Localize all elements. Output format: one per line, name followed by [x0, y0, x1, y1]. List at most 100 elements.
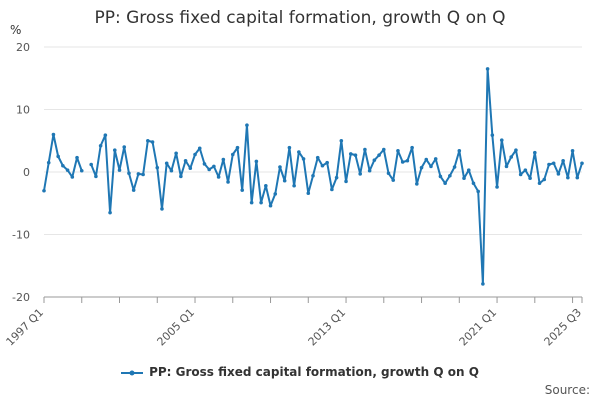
legend-label: PP: Gross fixed capital formation, growt…: [149, 365, 479, 379]
data-point: [103, 133, 108, 137]
source-label: Source:: [544, 383, 590, 397]
data-point: [117, 168, 122, 172]
data-point: [330, 187, 334, 192]
data-point: [254, 159, 259, 164]
y-tick-label: 10: [16, 104, 30, 117]
data-point: [98, 143, 103, 148]
data-point: [344, 179, 348, 184]
data-point: [193, 152, 197, 157]
data-point: [457, 148, 462, 153]
data-point: [259, 200, 263, 205]
y-tick-label: 20: [16, 41, 30, 54]
data-point: [197, 146, 202, 151]
data-point: [306, 191, 311, 196]
chart-title: PP: Gross fixed capital formation, growt…: [94, 8, 506, 28]
data-point: [75, 155, 79, 160]
data-point: [174, 151, 178, 156]
data-point: [183, 158, 188, 163]
x-tick-label: 1997 Q1: [4, 306, 47, 349]
data-point: [410, 145, 414, 150]
data-point: [443, 181, 447, 186]
y-tick-label: -20: [12, 291, 30, 304]
data-point: [136, 172, 141, 176]
data-point: [56, 154, 60, 159]
data-point: [353, 153, 358, 157]
x-axis: 1997 Q1 2005 Q1 2013 Q1 2021 Q1 2025 Q3: [4, 296, 585, 349]
data-point: [94, 174, 98, 179]
data-point: [542, 177, 547, 182]
data-point: [499, 138, 504, 142]
data-point: [127, 171, 131, 176]
data-point: [566, 175, 570, 180]
data-point: [79, 168, 84, 173]
y-tick-label: -10: [12, 229, 30, 242]
data-point: [315, 155, 320, 160]
data-point: [212, 164, 216, 169]
data-point: [282, 178, 287, 183]
data-point: [46, 160, 51, 165]
data-point: [334, 175, 339, 180]
data-point: [556, 172, 561, 176]
data-point: [405, 158, 410, 163]
data-point: [561, 158, 565, 163]
data-point: [514, 148, 518, 152]
data-point: [339, 138, 344, 143]
data-point: [169, 168, 174, 173]
data-point: [504, 164, 509, 169]
data-point: [155, 165, 160, 170]
data-point: [146, 138, 150, 143]
data-point: [70, 175, 75, 179]
data-point: [476, 189, 480, 194]
x-tick-label: 2025 Q3: [542, 306, 585, 349]
data-point: [42, 188, 46, 193]
data-point: [141, 172, 145, 177]
data-point: [363, 147, 367, 152]
x-tick-label: 2021 Q1: [457, 306, 500, 349]
data-point: [188, 166, 193, 171]
data-point: [61, 163, 65, 168]
data-point: [551, 161, 556, 166]
data-point: [273, 192, 278, 196]
data-point: [240, 188, 245, 192]
data-point: [570, 148, 575, 153]
data-point: [179, 174, 183, 179]
data-point: [348, 152, 353, 156]
data-point: [537, 181, 542, 186]
y-axis-label: %: [10, 23, 21, 37]
data-point: [391, 178, 396, 182]
data-point: [419, 165, 424, 170]
data-point: [245, 123, 249, 127]
data-point: [533, 150, 537, 155]
data-point: [575, 175, 580, 180]
data-point: [264, 183, 268, 188]
data-point: [51, 132, 56, 137]
data-point: [400, 160, 405, 164]
data-point: [386, 171, 391, 176]
data-point: [518, 172, 523, 177]
data-point: [429, 164, 433, 169]
legend[interactable]: PP: Gross fixed capital formation, growt…: [0, 365, 600, 379]
data-point: [367, 168, 372, 173]
data-point: [122, 145, 127, 149]
data-point: [112, 148, 117, 152]
data-point: [462, 176, 466, 181]
data-point: [495, 185, 499, 189]
data-point: [287, 145, 292, 150]
data-point: [150, 140, 155, 144]
data-point: [490, 133, 495, 137]
data-point: [433, 157, 438, 161]
data-point: [377, 153, 381, 157]
data-point: [268, 203, 273, 208]
data-point: [396, 148, 400, 153]
data-point: [292, 183, 296, 188]
data-point: [164, 161, 169, 166]
data-point: [466, 168, 471, 172]
x-tick-label: 2013 Q1: [306, 306, 349, 349]
data-point: [89, 162, 93, 167]
data-point: [523, 168, 528, 172]
data-point: [202, 162, 207, 166]
data-point: [448, 173, 452, 178]
data-point: [481, 282, 485, 286]
data-point: [528, 176, 532, 181]
